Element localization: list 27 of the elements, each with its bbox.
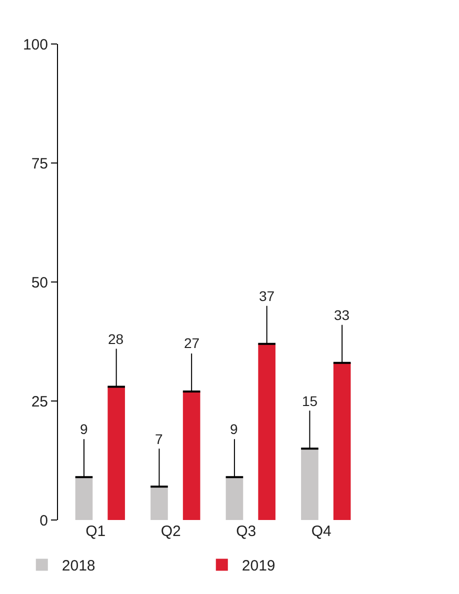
data-label: 33 — [334, 307, 350, 323]
bar — [75, 477, 93, 520]
data-label: 27 — [184, 335, 200, 351]
bar — [258, 344, 276, 520]
bar — [108, 386, 125, 520]
y-tick-label: 75 — [31, 155, 48, 172]
x-tick-label: Q2 — [160, 523, 181, 540]
bar — [182, 391, 200, 520]
bar — [301, 448, 318, 520]
bar — [226, 477, 244, 520]
data-label: 9 — [230, 421, 238, 437]
x-tick-label: Q3 — [236, 523, 256, 540]
data-label: 9 — [80, 421, 88, 437]
y-tick-label: 0 — [40, 512, 48, 530]
legend-label: 2019 — [242, 558, 276, 575]
data-label: 7 — [155, 431, 163, 447]
data-label: 28 — [108, 331, 124, 347]
x-tick-label: Q1 — [86, 523, 106, 540]
y-tick-label: 50 — [31, 274, 48, 292]
bar — [150, 486, 168, 520]
x-tick-label: Q4 — [311, 523, 332, 540]
y-tick-label: 25 — [31, 393, 48, 410]
y-tick-label: 100 — [22, 36, 48, 54]
data-label: 15 — [302, 393, 318, 409]
legend-label: 2018 — [62, 558, 96, 575]
data-label: 37 — [259, 288, 275, 304]
bar — [333, 362, 351, 520]
